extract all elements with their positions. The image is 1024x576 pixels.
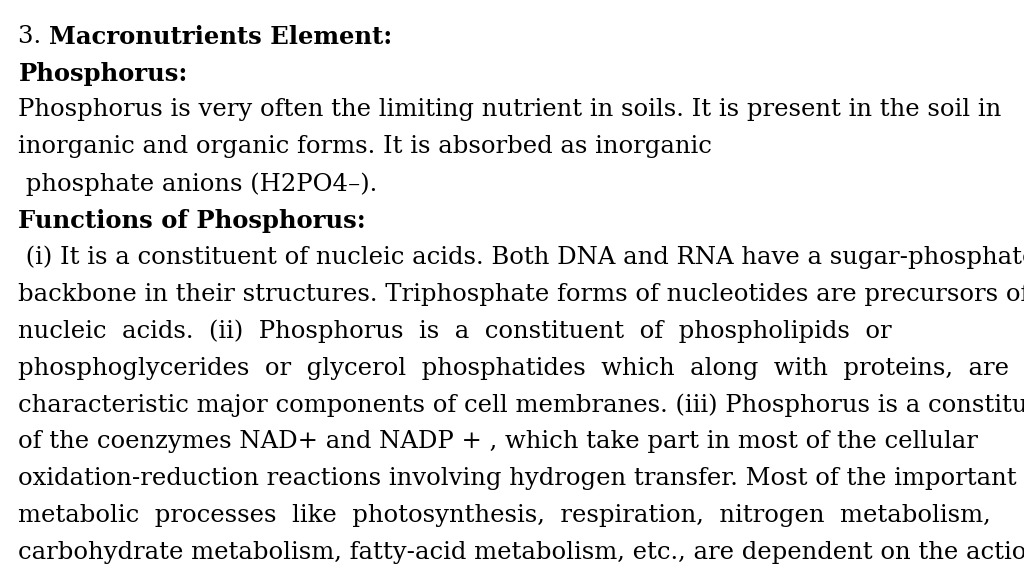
Text: inorganic and organic forms. It is absorbed as inorganic: inorganic and organic forms. It is absor… — [18, 135, 713, 158]
Text: Phosphorus:: Phosphorus: — [18, 62, 187, 86]
Text: backbone in their structures. Triphosphate forms of nucleotides are precursors o: backbone in their structures. Triphospha… — [18, 283, 1024, 306]
Text: of the coenzymes NAD+ and NADP + , which take part in most of the cellular: of the coenzymes NAD+ and NADP + , which… — [18, 430, 978, 453]
Text: Functions of Phosphorus:: Functions of Phosphorus: — [18, 209, 367, 233]
Text: Phosphorus is very often the limiting nutrient in soils. It is present in the so: Phosphorus is very often the limiting nu… — [18, 98, 1001, 122]
Text: characteristic major components of cell membranes. (iii) Phosphorus is a constit: characteristic major components of cell … — [18, 393, 1024, 417]
Text: nucleic  acids.  (ii)  Phosphorus  is  a  constituent  of  phospholipids  or: nucleic acids. (ii) Phosphorus is a cons… — [18, 320, 892, 343]
Text: (i) It is a constituent of nucleic acids. Both DNA and RNA have a sugar-phosphat: (i) It is a constituent of nucleic acids… — [18, 246, 1024, 270]
Text: phosphate anions (H2PO4–).: phosphate anions (H2PO4–). — [18, 172, 378, 196]
Text: Macronutrients Element:: Macronutrients Element: — [49, 25, 392, 49]
Text: metabolic  processes  like  photosynthesis,  respiration,  nitrogen  metabolism,: metabolic processes like photosynthesis,… — [18, 504, 991, 527]
Text: 3.: 3. — [18, 25, 49, 48]
Text: oxidation-reduction reactions involving hydrogen transfer. Most of the important: oxidation-reduction reactions involving … — [18, 467, 1017, 490]
Text: phosphoglycerides  or  glycerol  phosphatides  which  along  with  proteins,  ar: phosphoglycerides or glycerol phosphatid… — [18, 357, 1010, 380]
Text: carbohydrate metabolism, fatty-acid metabolism, etc., are dependent on the actio: carbohydrate metabolism, fatty-acid meta… — [18, 541, 1024, 564]
